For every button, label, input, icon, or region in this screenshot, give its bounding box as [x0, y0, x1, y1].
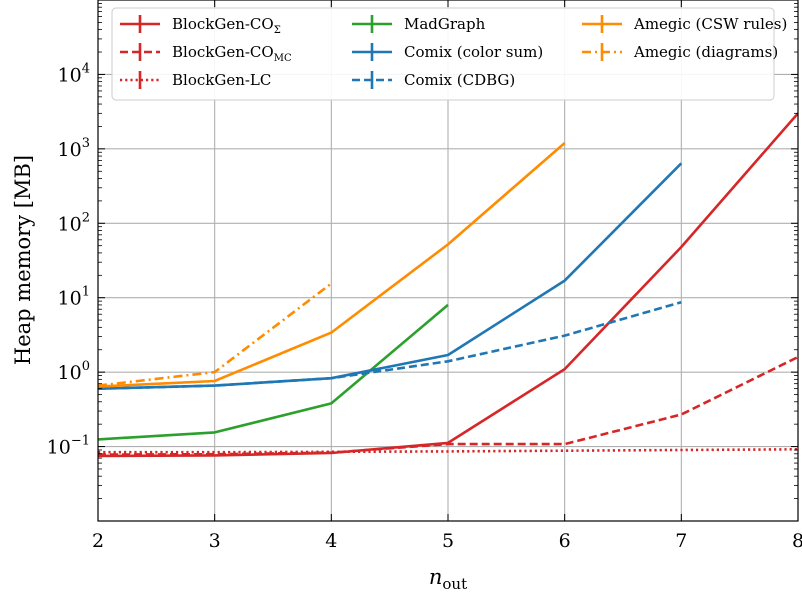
series-line-1: [98, 355, 798, 456]
x-axis-label: nout: [429, 565, 467, 592]
legend-label-7: Amegic (diagrams): [633, 43, 778, 61]
y-tick-label: 10−1: [47, 434, 90, 459]
y-tick-base: 10: [58, 139, 82, 161]
x-axis-label-main: n: [429, 565, 443, 589]
y-tick-label: 104: [58, 61, 90, 86]
y-tick-label: 100: [58, 359, 90, 384]
y-tick-label: 101: [58, 285, 90, 310]
legend-label-1: BlockGen-COMC: [172, 43, 292, 64]
legend-label-6: Amegic (CSW rules): [633, 15, 787, 33]
x-tick-label: 2: [92, 530, 104, 552]
y-tick-label: 102: [58, 210, 90, 235]
series-lines: [98, 112, 798, 458]
series-line-5: [98, 300, 682, 390]
legend-box: [111, 7, 775, 101]
x-tick-label: 3: [209, 530, 221, 552]
y-tick-label: 103: [58, 136, 90, 161]
legend: BlockGen-COΣ BlockGen-COMC BlockGen-LC MadG…: [111, 7, 787, 101]
x-tick-label: 4: [325, 530, 337, 552]
y-tick-exponent: −1: [71, 434, 90, 449]
legend-label-5: Comix (CDBG): [404, 71, 515, 89]
series-line-6: [98, 142, 566, 388]
plot-frame: [97, 0, 799, 522]
y-tick-exponent: 4: [82, 61, 90, 76]
x-tick-label: 7: [675, 530, 687, 552]
series-line-2: [98, 448, 798, 454]
y-tick-exponent: 1: [82, 285, 90, 300]
y-axis-label: Heap memory [MB]: [11, 155, 35, 365]
legend-label-4: Comix (color sum): [404, 43, 543, 61]
y-tick-base: 10: [58, 213, 82, 235]
legend-label-0: BlockGen-COΣ: [172, 15, 281, 36]
x-tick-label: 5: [442, 530, 454, 552]
y-tick-base: 10: [58, 288, 82, 310]
legend-label-2: BlockGen-LC: [172, 71, 271, 89]
legend-label-3: MadGraph: [404, 15, 486, 33]
x-tick-label: 8: [792, 530, 802, 552]
x-tick-label: 6: [559, 530, 571, 552]
series-line-7: [98, 282, 333, 387]
y-tick-exponent: 2: [82, 210, 90, 225]
x-axis-label-sub: out: [442, 575, 467, 592]
y-tick-exponent: 3: [82, 136, 90, 151]
y-tick-base: 10: [47, 437, 71, 459]
series-line-3: [98, 303, 449, 441]
y-tick-base: 10: [58, 64, 82, 86]
axis-ticks: [97, 0, 799, 521]
y-tick-exponent: 0: [82, 359, 90, 374]
y-tick-base: 10: [58, 362, 82, 384]
